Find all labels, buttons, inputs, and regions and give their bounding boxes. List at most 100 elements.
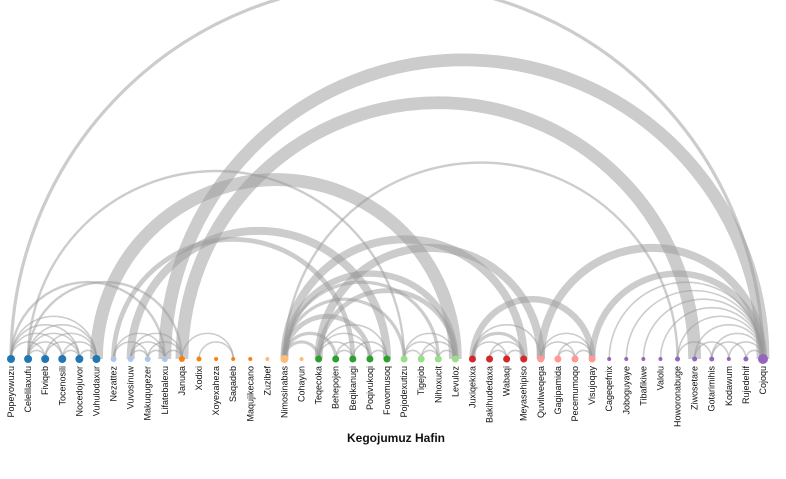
node-label: Cojoqu [758, 366, 768, 395]
diagram-title: Kegojumuz Hafin [347, 431, 445, 445]
node-label: Vuvosinuw [126, 366, 136, 410]
node-label: Fowomusoq [382, 366, 392, 415]
arc-nodes [7, 354, 768, 364]
node-dot [231, 357, 236, 361]
node-label: Vuhulodaxur [91, 366, 101, 416]
node-label: Meyasehipiso [519, 366, 529, 421]
arc-link [61, 341, 98, 360]
arc-link [10, 341, 46, 360]
node-label: Lifatebalexu [160, 366, 170, 415]
arc-link [314, 243, 545, 360]
node-label: Tigejob [416, 366, 426, 395]
node-dot [675, 356, 681, 362]
arc-link [403, 332, 457, 360]
arc-link [27, 341, 64, 360]
node-label: Nocedojuvor [74, 366, 84, 417]
arc-link [488, 341, 525, 360]
node-label: Zuzibef [262, 366, 272, 396]
node-dot [624, 357, 629, 361]
node-label: Saqadeb [228, 366, 238, 402]
arc-link [90, 173, 462, 360]
node-label: Juxiqekixa [467, 366, 477, 408]
node-dot [588, 355, 596, 363]
node-dot [161, 356, 168, 362]
node-label: Gagipamida [553, 366, 563, 415]
arc-link [710, 332, 764, 360]
node-dot [468, 355, 476, 363]
arc-link [129, 332, 183, 360]
node-dot [571, 355, 579, 363]
node-dot [692, 356, 698, 362]
node-label: Rujedehif [741, 366, 751, 405]
node-dot [434, 355, 442, 363]
node-dot [607, 357, 612, 361]
node-dot [315, 355, 323, 363]
node-label: Howoronabuge [673, 366, 683, 427]
arc-link [9, 281, 167, 360]
arc-link [181, 332, 234, 360]
node-label: Levuloz [450, 366, 460, 398]
arc-link [676, 341, 713, 360]
arc-links [9, 0, 770, 360]
arc-link [728, 341, 764, 360]
node-label: Quvilweqega [536, 366, 546, 418]
node-label: Maqujikecano [245, 366, 255, 422]
node-label: Makuqugezer [143, 366, 153, 421]
node-dot [709, 356, 715, 362]
arc-link [112, 332, 166, 360]
arc-link [111, 236, 356, 360]
node-dot [248, 357, 253, 361]
node-label: Wabaqi [502, 366, 512, 396]
arc-link [334, 341, 371, 360]
arc-link [403, 341, 440, 360]
node-dot [214, 357, 219, 361]
arc-link [10, 315, 98, 360]
node-label: Pojodexutizu [399, 366, 409, 418]
node-label: Januqa [177, 366, 187, 396]
node-dot [520, 355, 528, 363]
node-label: Celelilaxufu [23, 366, 33, 413]
node-labels: Popeyowuzu Celelilaxufu Fiviqeb Tocenosili N… [6, 366, 768, 428]
node-dot [299, 357, 304, 361]
arc-link [693, 341, 730, 360]
node-label: Teqecoka [314, 366, 324, 405]
node-label: Nihoxucit [433, 366, 443, 404]
arc-link [126, 226, 391, 360]
node-dot [7, 355, 15, 363]
arc-link [281, 270, 459, 360]
arc-link [158, 53, 770, 360]
node-dot [75, 355, 84, 363]
node-label: Nezattez [109, 366, 119, 402]
node-dot [41, 355, 50, 363]
arc-link [44, 332, 98, 360]
node-label: Poqivukoqi [365, 366, 375, 410]
node-label: Xoyexaheza [211, 366, 221, 416]
node-label: Beqikanugi [348, 366, 358, 411]
arc-link [693, 324, 764, 360]
node-label: Pecemumoqo [570, 366, 580, 422]
node-dot [196, 356, 202, 362]
node-dot [537, 355, 545, 363]
node-dot [366, 355, 374, 363]
node-dot [554, 355, 562, 363]
arc-link [112, 341, 149, 360]
node-label: Fiviqeb [40, 366, 50, 395]
node-label: Popeyowuzu [6, 366, 16, 418]
arc-link [540, 332, 593, 360]
node-dot [743, 356, 749, 362]
node-dot [658, 357, 663, 361]
arc-link [471, 324, 542, 360]
node-dot [503, 355, 511, 363]
node-label: Tibafikiwe [638, 366, 648, 406]
arc-link [10, 324, 81, 360]
node-dot [758, 354, 768, 364]
node-dot [127, 356, 134, 362]
arc-link [540, 341, 576, 360]
node-label: Visujoqay [587, 366, 597, 405]
node-dot [641, 357, 646, 361]
arc-link [146, 341, 183, 360]
node-dot [400, 355, 408, 363]
arc-link [44, 341, 81, 360]
node-label: Tocenosili [57, 366, 67, 406]
